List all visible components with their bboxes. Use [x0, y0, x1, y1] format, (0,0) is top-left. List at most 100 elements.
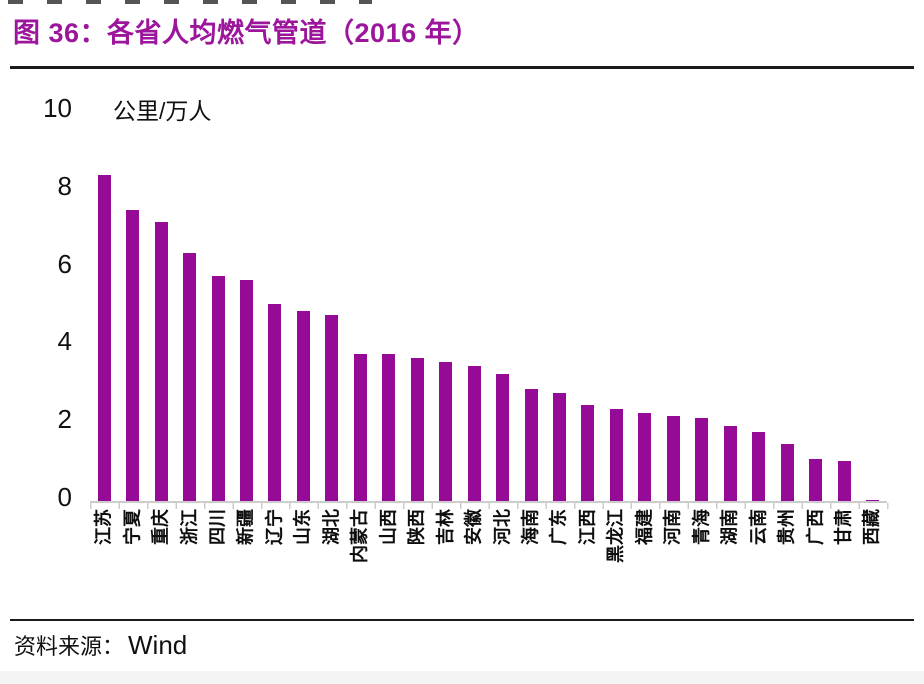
x-tick-label: 辽宁 — [264, 509, 285, 545]
x-tick-label: 浙江 — [179, 509, 200, 545]
source-row: 资料来源： Wind — [14, 629, 187, 661]
y-tick-label: 8 — [57, 170, 72, 201]
bar-slot — [716, 113, 744, 502]
bar-slot — [118, 113, 146, 502]
x-tick-label: 新疆 — [235, 509, 256, 545]
bar — [239, 280, 253, 502]
bar — [609, 409, 623, 502]
x-tick-label: 山东 — [292, 509, 313, 545]
bar — [524, 389, 538, 502]
x-tick-label: 贵州 — [776, 509, 797, 545]
bar — [496, 374, 510, 502]
bar — [126, 210, 140, 502]
y-axis-unit-label: 公里/万人 — [113, 98, 212, 124]
bar — [211, 276, 225, 502]
bar-slot — [175, 113, 203, 502]
x-tick-label: 海南 — [520, 509, 541, 545]
x-tick-label: 河南 — [662, 509, 683, 545]
bar — [638, 413, 652, 502]
bar-slot — [830, 113, 858, 502]
x-tick-label: 四川 — [207, 509, 228, 545]
bar-slot — [346, 113, 374, 502]
bar-slot — [602, 113, 630, 502]
bar — [410, 358, 424, 502]
bar-slot — [375, 113, 403, 502]
page-bottom-strip — [0, 671, 924, 684]
bar — [666, 416, 680, 502]
x-axis-line — [90, 501, 887, 503]
x-tick-label: 福建 — [634, 509, 655, 545]
bar — [296, 311, 310, 502]
y-tick-label: 10 — [43, 93, 72, 123]
bar — [752, 432, 766, 502]
bar-slot — [403, 113, 431, 502]
bar-slot — [659, 113, 687, 502]
chart-title: 图 36：各省人均燃气管道（2016 年） — [13, 18, 480, 48]
bar — [154, 222, 168, 502]
source-label: 资料来源： — [14, 634, 125, 659]
x-tick-label: 山西 — [378, 509, 399, 545]
clipped-text-artifact — [8, 0, 372, 4]
x-tick-label: 江苏 — [93, 509, 114, 545]
x-tick-label: 广西 — [805, 509, 826, 545]
x-tick-label: 云南 — [748, 509, 769, 545]
y-tick-label: 6 — [57, 248, 72, 279]
bar-chart-plot-area — [90, 113, 887, 502]
bar-slot — [801, 113, 829, 502]
y-tick-label: 0 — [57, 482, 72, 512]
bar — [353, 354, 367, 502]
bar — [382, 354, 396, 502]
bar-slot — [545, 113, 573, 502]
bar-slot — [488, 113, 516, 502]
source-value: Wind — [128, 630, 188, 660]
bar-slot — [574, 113, 602, 502]
bar-slot — [261, 113, 289, 502]
bar-slot — [232, 113, 260, 502]
x-axis-labels: 江苏 宁夏 重庆 浙江 四川 新疆 辽宁 山东 湖北 内蒙古 山西 陕西 吉林 安徽 河北 海南 广东 江西 黑龙江… — [90, 509, 887, 633]
bar-slot — [90, 113, 118, 502]
bar — [695, 418, 709, 502]
bar — [809, 459, 823, 502]
bar-slot — [517, 113, 545, 502]
x-tick-label: 河北 — [492, 509, 513, 545]
bar-slot — [289, 113, 317, 502]
title-divider — [10, 66, 914, 69]
bar — [268, 304, 282, 502]
bar-slot — [858, 113, 886, 502]
x-tick-label: 青海 — [691, 509, 712, 545]
source-divider — [10, 619, 914, 621]
x-tick-label: 江西 — [577, 509, 598, 545]
x-axis-tick-marks — [90, 503, 889, 509]
bar-slot — [204, 113, 232, 502]
x-tick-label: 宁夏 — [122, 509, 143, 545]
x-tick-label: 吉林 — [435, 509, 456, 545]
bar-slot — [773, 113, 801, 502]
x-tick-label: 广东 — [548, 509, 569, 545]
bar-slot — [431, 113, 459, 502]
x-tick-label: 重庆 — [150, 509, 171, 545]
bar-slot — [147, 113, 175, 502]
bar-slot — [744, 113, 772, 502]
x-tick-label: 甘肃 — [833, 509, 854, 545]
bar — [723, 426, 737, 502]
bar — [439, 362, 453, 502]
bar-slot — [460, 113, 488, 502]
bar-slot — [318, 113, 346, 502]
bar — [780, 444, 794, 502]
bar — [183, 253, 197, 502]
x-tick-label: 陕西 — [406, 509, 427, 545]
bar-slot — [688, 113, 716, 502]
x-tick-label: 湖北 — [321, 509, 342, 545]
bar — [552, 393, 566, 502]
bar-slot — [631, 113, 659, 502]
x-tick-label: 黑龙江 — [605, 509, 626, 563]
x-tick-label: 西藏 — [861, 509, 882, 545]
bar — [837, 461, 851, 502]
y-tick-label: 4 — [57, 326, 72, 357]
bar — [97, 175, 111, 502]
y-tick-label: 2 — [57, 404, 72, 435]
x-tick-label: 内蒙古 — [349, 509, 370, 563]
x-tick-label: 湖南 — [719, 509, 740, 545]
x-tick-label: 安徽 — [463, 509, 484, 545]
